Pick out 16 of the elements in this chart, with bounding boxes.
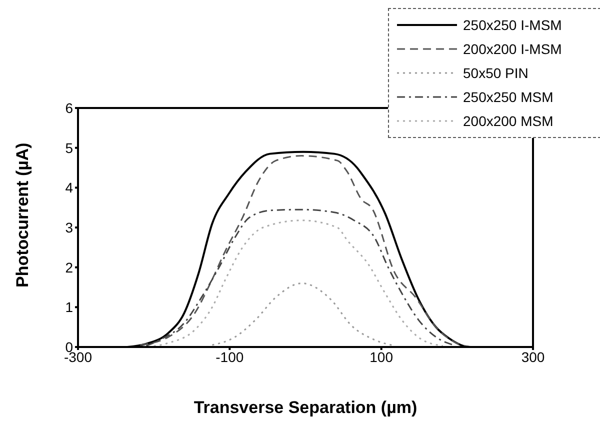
y-axis-title: Photocurrent (µA) [13,142,32,288]
y-tick-label: 3 [65,219,74,236]
y-tick-label: 5 [65,140,74,156]
legend-label: 50x50 PIN [463,65,528,81]
y-tick-label: 6 [65,100,74,116]
y-tick-label: 2 [65,259,74,276]
x-tick-label: 300 [521,348,545,365]
x-axis-title: Transverse Separation (µm) [194,398,418,417]
legend-label: 250x250 MSM [463,89,554,105]
x-tick-label: 100 [370,348,394,365]
y-tick-label: 1 [65,299,74,316]
legend-label: 200x200 MSM [463,113,554,129]
legend-label: 250x250 I-MSM [463,17,562,33]
legend-label: 200x200 I-MSM [463,41,562,57]
x-tick-label: -100 [216,348,244,365]
y-tick-label: 4 [65,180,74,196]
